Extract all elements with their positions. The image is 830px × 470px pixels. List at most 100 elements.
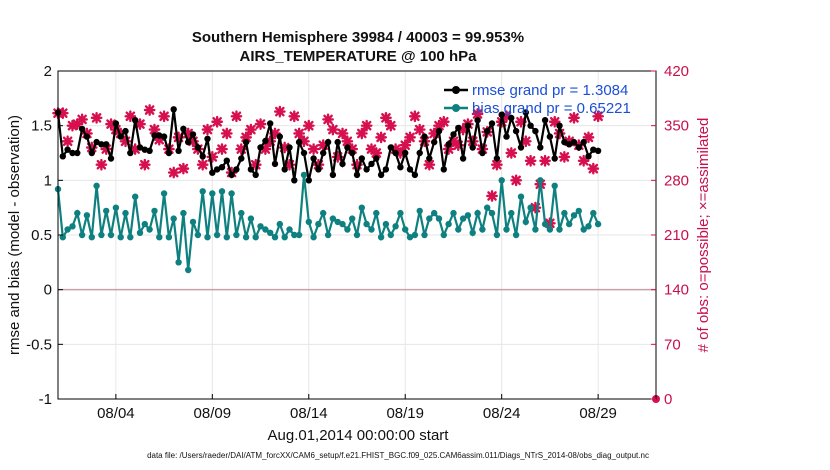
bias-point [78, 231, 86, 239]
rmse-point [464, 122, 472, 129]
obs-point [428, 127, 441, 140]
rmse-point [488, 120, 496, 127]
bias-point [295, 231, 303, 239]
bias-point [146, 226, 153, 233]
y-axis-label: rmse and bias (model - observation) [6, 115, 23, 355]
rmse-point [349, 149, 356, 157]
rmse-point [397, 164, 404, 171]
bias-point [209, 190, 216, 197]
x-tick-label: 08/14 [290, 405, 328, 422]
bias-point [556, 226, 563, 233]
y-right-tick-label: 70 [664, 336, 681, 353]
bias-point [508, 209, 515, 217]
rmse-point [59, 153, 66, 160]
bias-point [387, 231, 394, 239]
rmse-point [585, 153, 592, 160]
bias-point [88, 234, 96, 241]
rmse-point [392, 149, 399, 157]
rmse-point [122, 127, 129, 135]
rmse-point [377, 171, 385, 179]
obs-point [505, 147, 518, 159]
bias-point [189, 218, 197, 226]
rmse-point [98, 141, 105, 148]
legend-rmse-label: rmse grand pr = 1.3084 [472, 82, 628, 99]
rmse-point [305, 177, 312, 184]
obs-point [220, 127, 233, 140]
bias-point [575, 207, 582, 215]
obs-point [587, 162, 600, 175]
rmse-point [590, 146, 597, 153]
bias-point [228, 190, 235, 197]
obs-point [153, 133, 166, 146]
obs-point [245, 123, 257, 136]
bias-point [382, 220, 390, 228]
rmse-point [315, 166, 322, 173]
rmse-point [416, 149, 423, 157]
rmse-point [498, 111, 505, 118]
legend-bias-marker [452, 104, 460, 112]
obs-point [336, 127, 349, 140]
obs-point [187, 135, 199, 148]
bias-point [344, 226, 351, 233]
rmse-point [570, 138, 578, 146]
obs-point [553, 127, 566, 140]
bias-point [566, 220, 573, 228]
obs-point [394, 147, 407, 159]
bias-point [252, 234, 259, 241]
obs-point [437, 115, 450, 128]
obs-point [105, 118, 117, 130]
obs-point [138, 158, 151, 171]
bias-point [590, 209, 597, 217]
obs-point [283, 158, 296, 171]
bias-point [238, 209, 245, 217]
legend: rmse grand pr = 1.3084 bias grand pr = 0… [444, 82, 631, 117]
obs-point [249, 158, 262, 171]
y-right-tick-label: 420 [664, 63, 689, 80]
bias-point [267, 229, 274, 236]
obs-point [143, 104, 156, 116]
obs-point [384, 119, 397, 132]
bias-point [440, 231, 447, 239]
obs-point [327, 123, 339, 136]
bias-point [349, 215, 356, 222]
bias-point [594, 220, 602, 228]
rmse-point [262, 137, 269, 145]
rmse-point [281, 166, 288, 173]
bias-point [64, 226, 71, 233]
rmse-point [537, 144, 544, 151]
obs-point [322, 113, 334, 126]
rmse-point [295, 138, 303, 146]
obs-point [201, 123, 214, 136]
obs-point [264, 135, 277, 148]
obs-point [380, 111, 392, 124]
bias-point [324, 231, 332, 239]
obs-point [71, 118, 84, 130]
rmse-point [402, 149, 409, 157]
rmse-point [291, 177, 298, 184]
obs-point [360, 119, 373, 132]
bias-point [69, 223, 76, 230]
rmse-point [141, 146, 148, 153]
obs-point [457, 123, 469, 136]
bias-line [56, 174, 600, 271]
bias-point [392, 223, 399, 230]
bias-point [320, 209, 327, 217]
obs-point [331, 151, 344, 163]
bias-point [329, 215, 337, 222]
bias-point [112, 204, 120, 211]
y-tick-label: 0.5 [31, 227, 52, 244]
y-tick-label: -0.5 [26, 336, 52, 353]
rmse-point [551, 155, 558, 162]
rmse-point [175, 147, 182, 154]
series-rmse [54, 106, 602, 184]
data-file-footer: data file: /Users/raeder/DAI/ATM_forcXX/… [147, 451, 649, 460]
bias-point [281, 234, 288, 241]
ticks-layer: -1 -0.5 0 0.5 1 1.5 2 0 70 140 210 280 350 420 08/04 08… [26, 63, 689, 422]
rmse-point [450, 131, 457, 138]
obs-point [423, 158, 436, 171]
rmse-point [276, 133, 283, 140]
obs-point [293, 127, 306, 140]
rmse-point [156, 132, 163, 139]
rmse-point [286, 144, 293, 151]
y-tick-label: -1 [39, 391, 52, 408]
